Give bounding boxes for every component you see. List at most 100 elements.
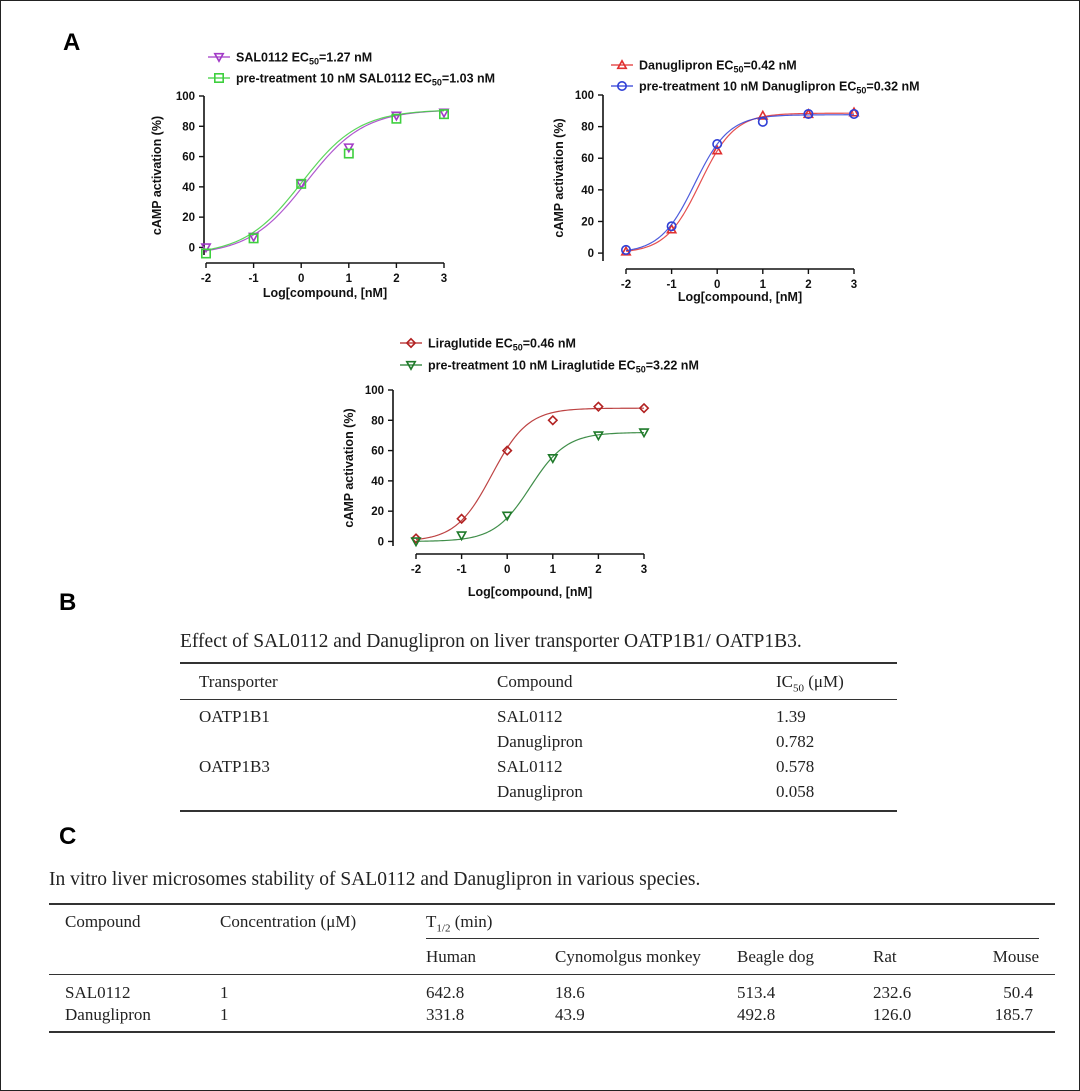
- table-c-header-mouse: Mouse: [992, 947, 1039, 966]
- danuglipron-series-2-point-2: [666, 221, 677, 232]
- panel-label-c: C: [59, 823, 77, 850]
- danuglipron-y-tick-label-0: 0: [588, 248, 594, 260]
- table-c-row-2-beagle: 492.8: [737, 1005, 776, 1024]
- sal0112-series-2-point-5: [391, 113, 402, 124]
- danuglipron-y-tick-label-4: 80: [581, 122, 594, 134]
- sal0112-x-tick-label-0: -2: [201, 273, 211, 285]
- table-b-bottom-rule: [180, 810, 897, 812]
- liraglutide-x-tick-label-2: 0: [504, 564, 510, 576]
- liraglutide-series-2-point-4: [547, 453, 559, 465]
- table-b-header-compound: Compound: [497, 672, 573, 691]
- liraglutide-y-tick-label-0: 0: [378, 536, 384, 548]
- sal0112-y-tick-label-1: 20: [182, 212, 195, 224]
- table-c-title: In vitro liver microsomes stability of S…: [49, 869, 701, 890]
- table-c-row-1-compound: SAL0112: [65, 983, 131, 1002]
- danuglipron-series-2-point-1: [620, 244, 631, 255]
- sal0112-series-2-point-4: [343, 148, 354, 159]
- liraglutide-series-1-point-6: [638, 402, 650, 414]
- liraglutide-series-2-point-6: [638, 428, 650, 439]
- liraglutide-y-tick-label-3: 60: [371, 446, 384, 458]
- sal0112-legend-2-marker: [214, 73, 225, 84]
- sal0112-series-1-point-5: [390, 111, 402, 122]
- table-c-header-t-half: T1/2 (min): [426, 912, 493, 935]
- liraglutide-legend-1-label: Liraglutide EC50=0.46 nM: [428, 337, 576, 353]
- danuglipron-x-tick-label-2: 0: [714, 279, 720, 291]
- table-c-row-1-human: 642.8: [426, 983, 465, 1002]
- sal0112-y-tick-label-5: 100: [176, 91, 195, 103]
- table-b-title: Effect of SAL0112 and Danuglipron on liv…: [180, 631, 802, 652]
- table-b-row-3-ic50: 0.578: [776, 757, 815, 776]
- liraglutide-y-axis-label: cAMP activation (%): [342, 408, 356, 527]
- table-c-header-compound: Compound: [65, 912, 141, 931]
- table-c-row-1-cynomolgus: 18.6: [555, 983, 585, 1002]
- danuglipron-x-tick-label-0: -2: [621, 279, 631, 291]
- liraglutide-x-tick-label-4: 2: [595, 564, 601, 576]
- table-c-row-2-compound: Danuglipron: [65, 1005, 151, 1024]
- liraglutide-y-tick-label-5: 100: [365, 385, 384, 397]
- danuglipron-series-1-point-3: [711, 144, 723, 155]
- danuglipron-y-tick-label-5: 100: [575, 90, 594, 102]
- sal0112-legend-2-label: pre-treatment 10 nM SAL0112 EC50=1.03 nM: [236, 72, 495, 88]
- table-c-spanner-rule: [426, 938, 1039, 939]
- danuglipron-x-axis-label: Log[compound, [nM]: [678, 290, 802, 304]
- chart-danuglipron: 0 20 40 60 80 100 -2 -1 0 1 2 3 Log[compound, [nM] cA…: [552, 59, 920, 305]
- danuglipron-series-1-point-2: [666, 223, 678, 234]
- panel-label-b: B: [59, 589, 77, 616]
- sal0112-series-2-point-2: [248, 233, 259, 244]
- sal0112-x-tick-label-4: 2: [393, 273, 399, 285]
- table-b-header-ic50: IC50 (μM): [776, 672, 844, 695]
- table-c-header-human: Human: [426, 947, 477, 966]
- sal0112-series-2-point-1: [201, 248, 212, 259]
- table-b-row-1-transporter: OATP1B1: [199, 707, 270, 726]
- sal0112-x-tick-label-3: 1: [346, 273, 353, 285]
- table-b-top-rule: [180, 662, 897, 664]
- danuglipron-series-2-fit-line: [625, 114, 854, 252]
- sal0112-y-tick-label-2: 40: [182, 182, 195, 194]
- sal0112-series-2-point-3: [296, 178, 307, 189]
- liraglutide-series-1-point-3: [501, 445, 513, 456]
- table-b-header-rule: [180, 699, 897, 701]
- table-c-row-1-beagle: 513.4: [737, 983, 776, 1002]
- sal0112-y-tick-label-3: 60: [182, 152, 195, 164]
- liraglutide-series-1-point-4: [547, 414, 559, 426]
- table-c-row-1-concentration: 1: [220, 983, 229, 1002]
- danuglipron-y-tick-label-1: 20: [581, 216, 594, 228]
- liraglutide-series-2-fit-line: [415, 432, 645, 542]
- sal0112-y-tick-label-4: 80: [182, 121, 195, 133]
- danuglipron-legend-2-marker: [616, 81, 627, 92]
- table-c-row-2-cynomolgus: 43.9: [555, 1005, 585, 1024]
- table-b-row-2-compound: Danuglipron: [497, 732, 583, 751]
- liraglutide-x-tick-label-0: -2: [411, 564, 421, 576]
- sal0112-series-2-point-6: [438, 109, 449, 120]
- table-c-header-cynomolgus: Cynomolgus monkey: [555, 947, 701, 966]
- sal0112-x-tick-label-2: 0: [298, 273, 304, 285]
- danuglipron-series-2-point-5: [803, 108, 814, 119]
- danuglipron-legend-1-label: Danuglipron EC50=0.42 nM: [639, 59, 797, 75]
- chart-liraglutide: 0 20 40 60 80 100 -2 -1 0 1 2 3 Log[compound, [nM] cA…: [342, 337, 699, 600]
- sal0112-series-1-point-3: [295, 179, 307, 190]
- danuglipron-x-tick-label-1: -1: [666, 279, 677, 291]
- danuglipron-series-2-point-6: [848, 108, 859, 119]
- danuglipron-y-axis-label: cAMP activation (%): [552, 118, 566, 237]
- liraglutide-legend-1-marker: [405, 337, 417, 349]
- sal0112-x-tick-label-1: -1: [248, 273, 259, 285]
- danuglipron-x-tick-label-4: 2: [805, 279, 811, 291]
- table-b-row-3-compound: SAL0112: [497, 757, 563, 776]
- table-c-bottom-rule: [49, 1031, 1055, 1033]
- liraglutide-series-2-point-3: [501, 511, 513, 522]
- liraglutide-y-tick-label-2: 40: [371, 476, 384, 488]
- danuglipron-series-1-fit-line: [625, 112, 854, 252]
- table-b-row-4-ic50: 0.058: [776, 782, 815, 801]
- liraglutide-series-2-point-2: [456, 531, 468, 542]
- table-c-header-concentration: Concentration (μM): [220, 912, 357, 931]
- liraglutide-series-1-point-1: [410, 533, 422, 544]
- sal0112-series-1-point-1: [200, 243, 212, 254]
- table-b-row-4-compound: Danuglipron: [497, 782, 583, 801]
- danuglipron-series-2-point-4: [757, 116, 768, 127]
- danuglipron-y-tick-label-2: 40: [581, 185, 594, 197]
- liraglutide-series-1-point-2: [456, 513, 467, 525]
- sal0112-legend-1-label: SAL0112 EC50=1.27 nM: [236, 51, 372, 67]
- danuglipron-series-1-point-4: [757, 109, 769, 120]
- sal0112-legend-1-marker: [213, 52, 225, 63]
